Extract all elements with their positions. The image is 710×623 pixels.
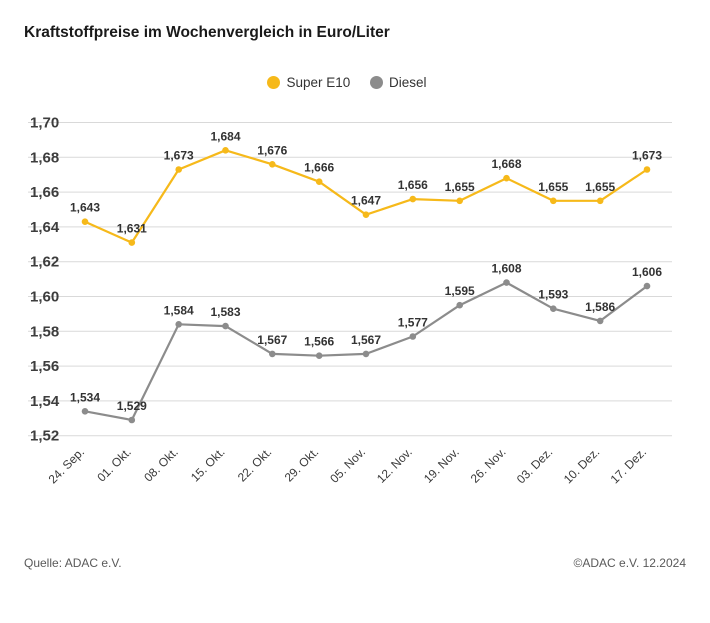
svg-text:1,643: 1,643 [70,201,100,215]
svg-text:1,655: 1,655 [538,180,568,194]
svg-text:1,60: 1,60 [30,289,59,306]
svg-text:1,66: 1,66 [30,184,59,201]
svg-text:1,676: 1,676 [257,143,287,157]
svg-text:10. Dez.: 10. Dez. [561,445,603,487]
svg-text:1,70: 1,70 [30,115,59,132]
svg-text:19. Nov.: 19. Nov. [421,445,462,486]
svg-text:1,673: 1,673 [632,149,662,163]
svg-text:15. Okt.: 15. Okt. [188,445,228,485]
svg-text:1,529: 1,529 [117,399,147,413]
svg-text:1,606: 1,606 [632,265,662,279]
svg-text:1,58: 1,58 [30,323,59,340]
svg-text:1,586: 1,586 [585,300,615,314]
svg-text:05. Nov.: 05. Nov. [327,445,368,486]
svg-text:1,593: 1,593 [538,288,568,302]
svg-text:1,584: 1,584 [164,303,194,317]
svg-text:1,583: 1,583 [210,305,240,319]
svg-text:1,566: 1,566 [304,335,334,349]
svg-text:08. Okt.: 08. Okt. [141,445,181,485]
svg-text:1,647: 1,647 [351,194,381,208]
svg-text:1,608: 1,608 [491,262,521,276]
svg-text:1,68: 1,68 [30,149,59,166]
svg-text:12. Nov.: 12. Nov. [374,445,415,486]
svg-text:1,666: 1,666 [304,161,334,175]
svg-text:1,656: 1,656 [398,178,428,192]
svg-text:1,684: 1,684 [210,129,240,143]
svg-text:01. Okt.: 01. Okt. [94,445,134,485]
svg-text:1,62: 1,62 [30,254,59,271]
svg-text:1,673: 1,673 [164,149,194,163]
svg-text:1,567: 1,567 [351,333,381,347]
svg-text:1,595: 1,595 [445,284,475,298]
svg-text:1,668: 1,668 [491,157,521,171]
svg-text:26. Nov.: 26. Nov. [468,445,509,486]
svg-text:1,631: 1,631 [117,222,147,236]
svg-text:03. Dez.: 03. Dez. [514,445,556,487]
svg-text:22. Okt.: 22. Okt. [235,445,275,485]
svg-text:1,567: 1,567 [257,333,287,347]
svg-text:1,52: 1,52 [30,428,59,445]
svg-text:1,577: 1,577 [398,316,428,330]
svg-text:24. Sep.: 24. Sep. [46,445,88,487]
svg-text:1,655: 1,655 [445,180,475,194]
svg-text:1,534: 1,534 [70,390,100,404]
svg-text:1,54: 1,54 [30,393,60,410]
svg-text:29. Okt.: 29. Okt. [282,445,322,485]
svg-text:1,64: 1,64 [30,219,60,236]
svg-text:17. Dez.: 17. Dez. [608,445,650,487]
svg-text:1,655: 1,655 [585,180,615,194]
svg-text:1,56: 1,56 [30,358,59,375]
